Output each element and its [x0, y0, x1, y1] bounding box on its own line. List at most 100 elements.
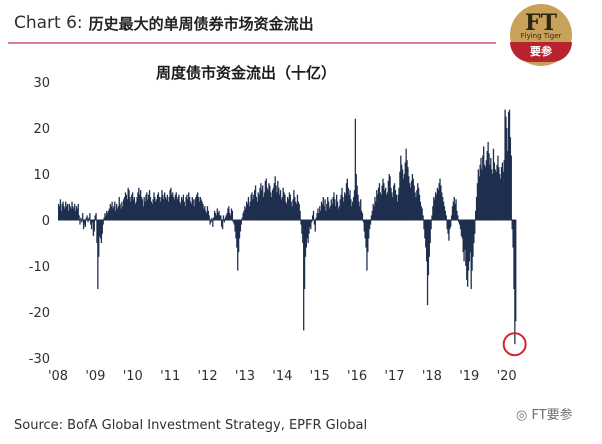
- bar: [221, 220, 224, 230]
- bar: [219, 215, 221, 220]
- bar: [399, 171, 401, 220]
- bar: [66, 206, 68, 220]
- bar: [491, 169, 493, 220]
- bar: [390, 187, 392, 220]
- bar: [104, 213, 106, 220]
- bar: [391, 192, 393, 220]
- bar: [506, 128, 508, 220]
- bar: [270, 192, 272, 220]
- bar: [456, 210, 458, 220]
- bar: [183, 201, 185, 220]
- bar: [162, 194, 164, 220]
- bar: [187, 199, 189, 220]
- bar: [503, 160, 505, 220]
- bar: [186, 194, 188, 220]
- bar: [409, 187, 412, 220]
- bar: [500, 167, 503, 220]
- bar: [210, 220, 212, 223]
- bar: [393, 183, 396, 220]
- bar: [425, 220, 427, 248]
- x-tick-label: '16: [347, 369, 367, 384]
- bar: [424, 220, 426, 239]
- bar: [98, 220, 100, 257]
- bar: [177, 197, 179, 220]
- bar: [279, 190, 282, 220]
- bar: [62, 201, 64, 220]
- bar: [510, 155, 512, 220]
- bar: [58, 206, 61, 220]
- bar: [229, 215, 232, 220]
- bar: [417, 187, 420, 220]
- bar: [458, 220, 460, 223]
- ft-logo: FT Flying Tiger 要参: [510, 4, 572, 66]
- bar: [264, 180, 267, 220]
- bar: [82, 220, 85, 230]
- bar: [253, 194, 255, 220]
- bar: [318, 213, 320, 220]
- bar: [307, 220, 309, 243]
- y-tick-label: 0: [42, 214, 50, 229]
- bar: [92, 220, 95, 237]
- bar: [81, 220, 83, 223]
- bar: [313, 220, 316, 225]
- bar: [66, 203, 69, 220]
- bar: [126, 199, 128, 220]
- bar: [180, 197, 183, 220]
- bar: [428, 220, 430, 257]
- bar: [287, 197, 289, 220]
- bar: [73, 208, 75, 220]
- bar: [515, 220, 517, 322]
- bar: [509, 137, 512, 220]
- bar: [481, 169, 483, 220]
- bar: [374, 197, 376, 220]
- bar: [197, 192, 199, 220]
- bar: [483, 164, 486, 220]
- bar: [352, 197, 355, 220]
- bar: [312, 210, 315, 220]
- bar: [163, 199, 165, 220]
- bar: [444, 210, 447, 220]
- bar: [371, 210, 373, 220]
- bar: [501, 162, 504, 220]
- bar: [239, 220, 242, 232]
- bar: [88, 217, 90, 220]
- bar: [150, 201, 152, 220]
- bar: [363, 220, 365, 232]
- bar: [77, 203, 79, 220]
- bar: [146, 192, 148, 220]
- bar: [237, 220, 240, 253]
- bar: [138, 187, 140, 220]
- bar: [446, 220, 448, 230]
- bar: [226, 213, 228, 220]
- bar: [339, 199, 341, 220]
- bar: [113, 206, 115, 220]
- bar: [184, 206, 186, 220]
- bar: [438, 183, 440, 220]
- bar: [401, 164, 403, 220]
- bar: [488, 153, 490, 220]
- bar: [355, 174, 357, 220]
- bar: [193, 206, 195, 220]
- bar: [143, 197, 145, 220]
- bar: [442, 201, 445, 220]
- bar: [362, 220, 365, 223]
- bar: [304, 220, 307, 257]
- bar: [283, 192, 285, 220]
- bar: [311, 215, 314, 220]
- bar: [232, 220, 234, 223]
- bar: [295, 203, 298, 220]
- bar: [351, 206, 353, 220]
- chart-inner-title: 周度债市资金流出（十亿）: [156, 64, 336, 82]
- bar: [487, 141, 489, 220]
- x-tick-label: '17: [384, 369, 404, 384]
- bar: [323, 206, 325, 220]
- bar: [176, 199, 178, 220]
- bar: [94, 215, 96, 220]
- bar: [175, 192, 177, 220]
- bar: [319, 210, 322, 220]
- logo-mark: FT: [525, 10, 557, 36]
- bar: [161, 190, 163, 220]
- bar: [466, 220, 468, 280]
- bar: [230, 208, 233, 220]
- bar: [507, 111, 510, 220]
